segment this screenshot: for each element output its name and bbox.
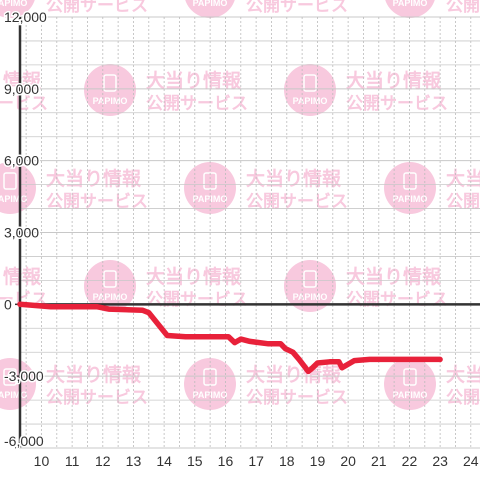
watermark-brand: PAPIMO [193,390,228,400]
watermark-phone-icon [303,270,317,288]
watermark-line1: 大当り情報 [446,167,480,190]
x-tick-label: 13 [126,453,142,469]
x-tick-label: 14 [156,453,172,469]
watermark-line2: 公開サービス [446,388,480,408]
watermark-line2: 公開サービス [446,0,480,16]
watermark-circle [0,0,35,18]
x-tick-label: 11 [65,453,80,469]
y-tick-label: 6,000 [4,153,39,169]
watermark-line2: 公開サービス [46,0,148,16]
watermark-line2: 公開サービス [0,94,48,114]
watermark-line2: 公開サービス [246,0,348,16]
watermark-phone-icon [103,270,117,288]
watermark-brand: PAPIMO [0,194,27,204]
watermark-line2: 公開サービス [146,290,248,310]
watermark-brand: PAPIMO [293,96,328,106]
x-tick-label: 22 [402,453,418,469]
watermark-phone-icon [403,172,417,190]
y-tick-label: 0 [4,296,12,312]
y-tick-label: -3,000 [4,368,44,384]
series-layer [17,301,443,375]
watermark-line1: 大当り情報 [346,265,442,288]
watermark-circle [0,162,36,214]
watermark-circle [184,358,236,410]
y-tick-label: 9,000 [4,81,39,97]
watermark-phone-icon [3,368,17,386]
watermark-circle [84,64,136,116]
x-tick-label: 15 [187,453,203,469]
watermark-circle [384,162,436,214]
x-tick-label: 18 [279,453,295,469]
watermark-brand: PAPIMO [0,0,27,8]
watermark-brand: PAPIMO [0,390,27,400]
watermark-line2: 公開サービス [46,388,148,408]
watermark-line1: 大当り情報 [246,167,342,190]
watermark-line1: 大当り情報 [146,265,242,288]
watermark-line2: 公開サービス [446,192,480,212]
tick-labels: -6,000 -3,000 0 3,000 6,000 9,000 12,000 10 11 12… [3,8,479,470]
watermark-brand: PAPIMO [393,0,428,8]
series-line [17,301,443,375]
x-tick-label: 24 [463,453,479,469]
watermark-line2: 公開サービス [46,192,148,212]
watermark-phone-icon [403,368,417,386]
watermark-line2: 公開サービス [346,94,448,114]
watermark-circle [284,260,336,312]
watermark-brand: PAPIMO [393,390,428,400]
x-tick-label: 21 [371,453,387,469]
x-tick-label: 19 [310,453,326,469]
watermark-line1: 大当り情報 [46,363,142,386]
watermark-line1: 大当り情報 [146,69,242,92]
watermark-brand: PAPIMO [93,292,128,302]
watermark-line1: 大当り情報 [446,363,480,386]
watermark-line1: 大当り情報 [346,69,442,92]
watermark-brand: PAPIMO [93,96,128,106]
x-tick-label: 16 [218,453,234,469]
watermark-brand: PAPIMO [393,194,428,204]
watermark-brand: PAPIMO [193,194,228,204]
watermark-circle [385,0,435,18]
watermark-circle [185,0,235,18]
x-tick-label: 23 [432,453,448,469]
x-tick-label: 17 [248,453,264,469]
x-tick-label: 12 [95,453,111,469]
watermark-line2: 公開サービス [346,290,448,310]
watermark-line1: 大当り情報 [46,167,142,190]
watermark-line2: 公開サービス [146,94,248,114]
watermark-phone-icon [103,74,117,92]
watermark-circle [84,260,136,312]
watermark-circle [384,358,436,410]
watermark-circle [0,358,36,410]
y-tick-label: 12,000 [4,9,47,25]
watermark-phone-icon [3,172,17,190]
watermark-line1: 大当り情報 [246,363,342,386]
watermark-brand: PAPIMO [193,0,228,8]
watermark-circle [184,162,236,214]
watermark-phone-icon [303,74,317,92]
y-tick-label: 3,000 [4,225,39,241]
watermark-circle [284,64,336,116]
y-tick-label: -6,000 [4,433,44,449]
watermark-brand: PAPIMO [293,292,328,302]
x-tick-label: 20 [340,453,356,469]
x-tick-label: 10 [34,453,50,469]
